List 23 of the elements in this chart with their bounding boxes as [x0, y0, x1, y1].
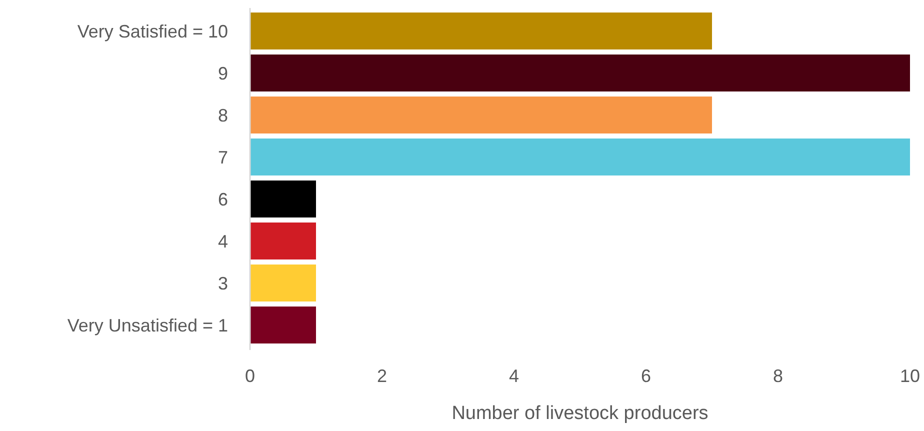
y-tick-label: 8: [218, 105, 228, 126]
x-tick-label: 6: [640, 366, 652, 386]
bar: [250, 12, 712, 50]
bar: [250, 264, 316, 302]
y-tick-label: 9: [218, 63, 228, 84]
x-tick-label: 10: [900, 366, 920, 386]
x-tick-label: 2: [376, 366, 388, 386]
y-tick-label: 7: [218, 147, 228, 168]
bar: [250, 222, 316, 260]
x-tick-label: 0: [244, 366, 256, 386]
x-tick-label: 8: [772, 366, 784, 386]
bar: [250, 306, 316, 344]
x-tick-label: 4: [508, 366, 520, 386]
bar: [250, 54, 910, 92]
y-tick-label: 4: [218, 231, 228, 252]
bar: [250, 180, 316, 218]
y-tick-label: 3: [218, 273, 228, 294]
bar: [250, 96, 712, 134]
y-tick-label: Very Satisfied = 10: [77, 21, 228, 42]
y-tick-label: Very Unsatisfied = 1: [67, 315, 228, 336]
y-tick-label: 6: [218, 189, 228, 210]
bar: [250, 138, 910, 176]
x-axis-title: Number of livestock producers: [452, 403, 708, 424]
